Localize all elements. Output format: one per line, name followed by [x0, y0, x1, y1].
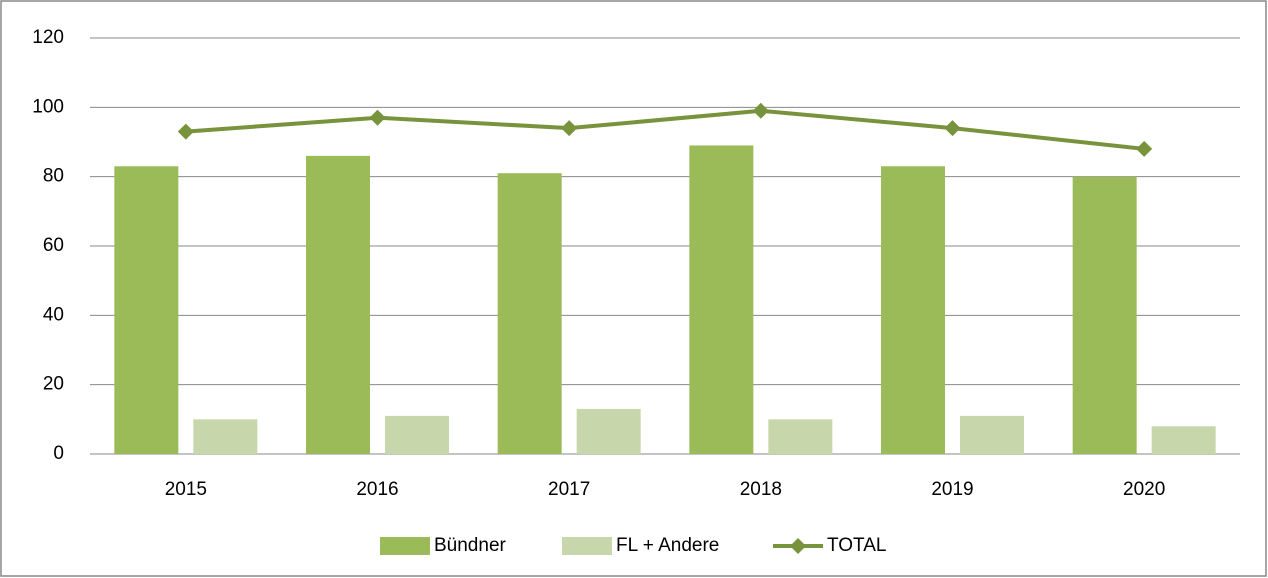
line — [185, 108, 1145, 151]
legend-swatch — [562, 537, 612, 555]
bar — [385, 415, 449, 454]
bar — [193, 419, 258, 454]
bar — [768, 419, 833, 454]
bar — [114, 166, 179, 454]
x-tick-label: 2016 — [356, 479, 398, 500]
x-tick-label: 2015 — [165, 479, 207, 500]
y-tick-label: 80 — [43, 166, 64, 187]
legend-swatch — [380, 537, 430, 555]
bar — [1072, 176, 1137, 454]
bar — [689, 145, 754, 454]
y-tick-label: 0 — [53, 443, 64, 464]
legend-label: FL + Andere — [616, 535, 719, 556]
y-tick-label: 60 — [43, 235, 64, 256]
legend-label: TOTAL — [827, 535, 886, 556]
marker — [177, 123, 194, 140]
x-tick-label: 2019 — [931, 479, 973, 500]
x-tick-label: 2018 — [740, 479, 782, 500]
legend-label: Bündner — [434, 535, 507, 556]
marker — [944, 120, 961, 137]
y-tick-label: 100 — [32, 96, 64, 117]
y-tick-label: 120 — [32, 27, 64, 48]
marker — [1136, 140, 1153, 157]
bar — [960, 415, 1024, 454]
bar — [1151, 426, 1216, 454]
bar — [306, 155, 370, 454]
x-tick-label: 2020 — [1123, 479, 1165, 500]
y-tick-label: 40 — [43, 304, 64, 325]
marker — [561, 120, 578, 137]
y-tick-label: 20 — [43, 374, 64, 395]
bar — [576, 408, 641, 454]
x-tick-label: 2017 — [548, 479, 590, 500]
marker — [369, 109, 386, 126]
marker — [752, 102, 769, 119]
legend-swatch — [790, 538, 806, 554]
bar — [497, 173, 562, 454]
bar — [881, 166, 945, 454]
